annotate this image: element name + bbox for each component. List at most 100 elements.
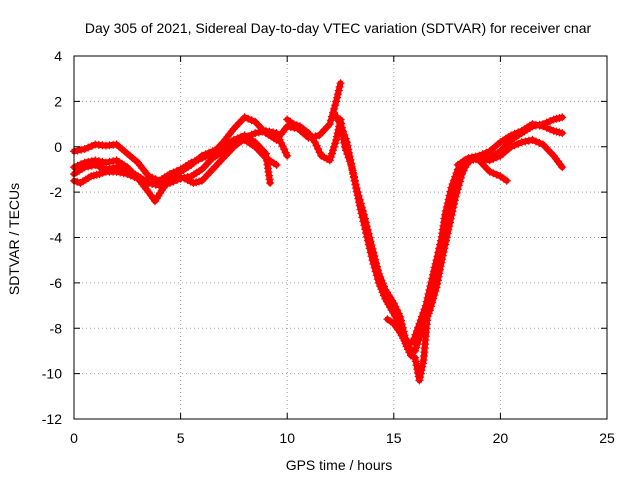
data-point: [344, 145, 353, 154]
data-point: [244, 114, 253, 123]
x-tick-label: 20: [493, 430, 509, 446]
data-point: [528, 135, 537, 144]
data-point: [416, 373, 425, 381]
data-point: [363, 232, 371, 241]
data-point: [80, 145, 89, 153]
y-tick-label: -12: [42, 411, 62, 427]
data-point: [176, 174, 185, 183]
data-point: [280, 145, 289, 154]
data-point: [454, 172, 463, 181]
data-point: [517, 138, 526, 147]
data-point: [73, 146, 82, 155]
data-point: [430, 263, 439, 272]
data-point: [489, 154, 498, 163]
data-point: [411, 346, 420, 355]
data-point: [141, 177, 150, 186]
data-point: [269, 128, 277, 137]
data-point: [283, 122, 292, 131]
data-point: [412, 343, 421, 352]
data-point: [546, 117, 555, 125]
data-point: [438, 229, 447, 237]
data-point: [368, 256, 377, 265]
data-point: [343, 141, 352, 150]
data-point: [366, 248, 375, 257]
data-point: [421, 301, 430, 310]
y-tick-label: 0: [54, 139, 62, 155]
x-tick-label: 10: [279, 430, 295, 446]
data-point: [450, 182, 459, 191]
data-point: [272, 129, 281, 138]
data-point: [350, 177, 359, 185]
data-point: [325, 156, 334, 165]
data-point: [331, 101, 340, 110]
data-point: [80, 158, 89, 167]
data-point: [416, 369, 425, 378]
data-point: [410, 334, 419, 343]
y-tick-label: 4: [54, 48, 62, 64]
data-point: [435, 244, 444, 253]
data-point: [453, 175, 462, 184]
data-point: [475, 151, 484, 160]
data-point: [433, 252, 442, 261]
data-point: [434, 248, 443, 257]
data-point: [363, 236, 372, 245]
data-point: [325, 120, 334, 129]
data-point: [201, 150, 210, 159]
data-point: [539, 122, 547, 131]
data-point: [353, 191, 362, 200]
data-point: [310, 138, 319, 147]
data-point: [510, 129, 519, 138]
x-tick-label: 5: [177, 430, 185, 446]
data-point: [102, 158, 110, 167]
data-point: [312, 141, 321, 150]
data-point: [437, 232, 446, 241]
data-point: [357, 209, 366, 218]
data-point: [468, 153, 476, 162]
data-point: [123, 170, 132, 178]
data-point: [272, 160, 281, 169]
data-point: [331, 139, 340, 148]
series-4: [70, 135, 281, 190]
data-point: [507, 142, 516, 151]
data-point: [169, 177, 178, 186]
data-point: [336, 120, 345, 129]
data-point: [418, 359, 427, 368]
data-point: [351, 180, 360, 189]
data-point: [428, 274, 437, 283]
data-point: [507, 131, 516, 140]
data-point: [424, 289, 433, 298]
x-tick-label: 25: [599, 430, 615, 446]
data-point: [414, 323, 423, 332]
data-point: [502, 176, 511, 185]
data-point: [247, 130, 256, 139]
data-point: [524, 136, 533, 145]
data-point: [429, 267, 438, 276]
data-point: [482, 155, 491, 164]
data-point: [531, 120, 540, 129]
data-point: [229, 140, 238, 149]
axis-ticks: 0 5 10 15 20 25 -12 -10 -8 -6 -4 -2 0 2 4: [42, 48, 615, 446]
data-point: [347, 159, 356, 168]
data-point: [370, 263, 379, 272]
y-axis-label: SDTVAR / TECUs: [6, 183, 22, 295]
data-point: [333, 93, 342, 102]
data-point: [442, 214, 450, 223]
data-point: [514, 128, 523, 137]
data-point: [409, 337, 417, 346]
data-point: [266, 179, 275, 187]
data-point: [373, 275, 382, 284]
data-point: [535, 139, 544, 147]
data-point: [91, 156, 100, 165]
data-point: [119, 169, 128, 178]
data-point: [558, 113, 567, 122]
data-point: [265, 127, 274, 136]
data-point: [423, 293, 432, 302]
data-point: [87, 142, 96, 150]
data-point: [126, 171, 135, 180]
data-point: [451, 179, 460, 187]
data-point: [413, 365, 422, 374]
data-point: [521, 137, 530, 146]
data-point: [358, 213, 367, 222]
data-point: [352, 187, 361, 196]
